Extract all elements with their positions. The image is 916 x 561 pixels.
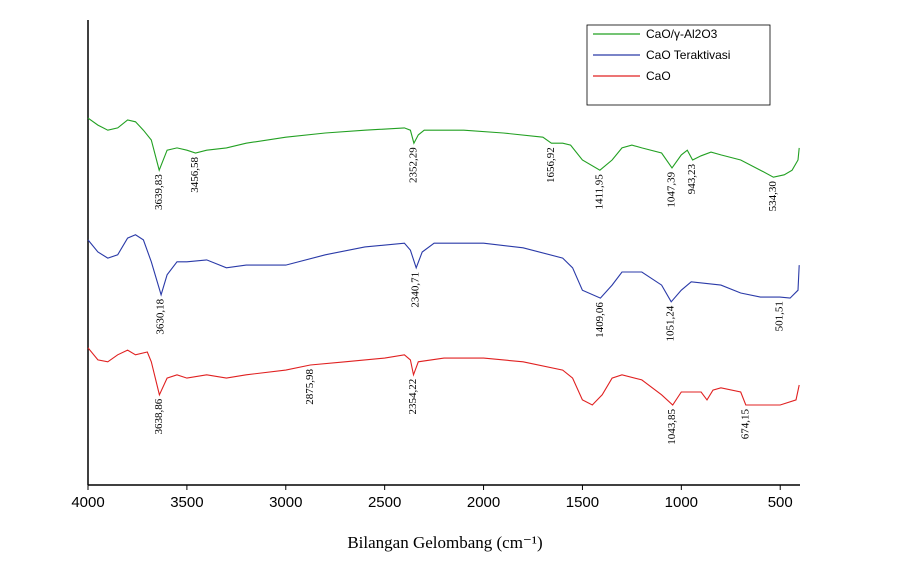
peak-label: 3630,18 bbox=[155, 298, 167, 334]
peak-label: 674,15 bbox=[739, 409, 751, 440]
peak-label: 1409,06 bbox=[594, 302, 606, 338]
peak-label: 2875,98 bbox=[304, 369, 316, 405]
peak-label: 1051,24 bbox=[665, 305, 677, 341]
peak-label: 501,51 bbox=[773, 301, 785, 331]
x-tick-label: 4000 bbox=[71, 494, 104, 511]
x-tick-label: 2500 bbox=[368, 494, 401, 511]
peak-label: 2352,29 bbox=[407, 147, 419, 183]
x-tick-label: 500 bbox=[768, 494, 793, 511]
peak-label: 2354,22 bbox=[407, 379, 419, 415]
peak-label: 534,30 bbox=[767, 181, 779, 212]
spectrum-line bbox=[87, 234, 800, 303]
x-tick-label: 1000 bbox=[665, 494, 698, 511]
peak-label: 3639,83 bbox=[153, 174, 165, 210]
spectrum-line bbox=[87, 347, 800, 406]
peak-label: 1047,39 bbox=[665, 171, 677, 207]
legend-box bbox=[586, 24, 771, 106]
legend-label: CaO bbox=[646, 69, 671, 83]
x-tick-label: 1500 bbox=[566, 494, 599, 511]
peak-label: 2340,71 bbox=[410, 272, 422, 308]
peak-label: 1043,85 bbox=[666, 409, 678, 445]
legend-label: CaO Teraktivasi bbox=[646, 48, 730, 62]
x-axis-label: Bilangan Gelombang (cm⁻¹) bbox=[347, 533, 542, 552]
spectrum-line bbox=[87, 117, 800, 178]
peak-label: 3456,58 bbox=[189, 156, 201, 192]
x-tick-label: 2000 bbox=[467, 494, 500, 511]
x-tick-label: 3000 bbox=[269, 494, 302, 511]
peak-label: 3638,86 bbox=[153, 398, 165, 434]
peak-label: 1656,92 bbox=[545, 147, 557, 183]
peak-label: 1411,95 bbox=[593, 174, 605, 210]
peak-label: 943,23 bbox=[686, 163, 698, 194]
legend-label: CaO/γ-Al2O3 bbox=[646, 27, 718, 41]
x-tick-label: 3500 bbox=[170, 494, 203, 511]
